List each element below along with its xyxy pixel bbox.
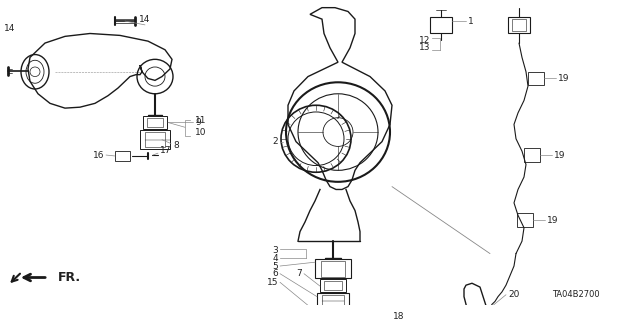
Text: 11: 11	[195, 116, 207, 125]
Text: 19: 19	[547, 216, 559, 225]
Bar	[324, 281, 342, 290]
Bar	[315, 259, 351, 278]
Bar	[508, 17, 530, 33]
Bar	[323, 311, 343, 319]
Bar	[115, 151, 130, 161]
Text: TA04B2700: TA04B2700	[552, 290, 600, 299]
Text: 18: 18	[393, 312, 404, 319]
Text: FR.: FR.	[58, 271, 81, 284]
Text: 5: 5	[272, 262, 278, 271]
Text: 19: 19	[558, 74, 570, 83]
Bar	[317, 293, 349, 310]
Bar	[140, 130, 170, 149]
Text: 6: 6	[272, 269, 278, 278]
Text: 16: 16	[93, 151, 104, 160]
Bar	[512, 19, 526, 31]
Text: 17: 17	[160, 146, 172, 155]
Text: 9: 9	[195, 118, 201, 127]
Bar	[517, 213, 533, 227]
Text: 14: 14	[4, 24, 16, 33]
Text: 3: 3	[272, 246, 278, 255]
Text: 15: 15	[266, 278, 278, 287]
Bar	[320, 279, 346, 292]
Bar	[143, 116, 167, 129]
Text: 1: 1	[468, 17, 474, 26]
Text: 14: 14	[140, 15, 150, 24]
Text: 7: 7	[296, 269, 302, 278]
Text: 10: 10	[195, 128, 207, 137]
Bar	[524, 148, 540, 162]
Text: 2: 2	[273, 137, 278, 146]
Text: 20: 20	[508, 290, 520, 299]
Text: 12: 12	[419, 36, 430, 45]
Bar	[147, 118, 163, 127]
Bar	[145, 132, 165, 147]
Bar	[528, 72, 544, 85]
Bar	[322, 295, 344, 308]
Text: 13: 13	[419, 43, 430, 52]
Bar	[430, 17, 452, 33]
Bar	[321, 261, 345, 277]
Text: 8: 8	[173, 141, 179, 150]
Text: 19: 19	[554, 151, 566, 160]
Text: 4: 4	[273, 254, 278, 263]
